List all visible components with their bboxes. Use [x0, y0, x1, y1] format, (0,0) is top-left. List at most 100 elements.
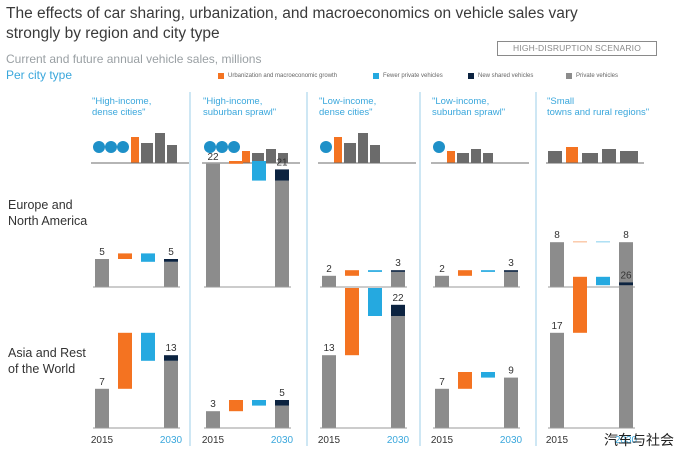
house-icon — [582, 153, 598, 163]
bar-2030-shared — [619, 282, 633, 286]
bar-urbanization — [345, 288, 359, 356]
bar-2015 — [206, 411, 220, 428]
x-label-2015: 2015 — [91, 435, 114, 446]
value-label-2030: 9 — [508, 366, 514, 377]
value-label-2030: 5 — [168, 247, 174, 258]
chart-subtitle: Current and future annual vehicle sales,… — [6, 52, 262, 66]
bar-2030-private — [619, 242, 633, 287]
legend-label: Fewer private vehicles — [383, 73, 443, 79]
city-type-label: "High-income, dense cities" — [92, 96, 151, 118]
value-label-2015: 7 — [439, 377, 445, 388]
watermark: 汽车与社会 — [604, 432, 674, 448]
bar-2030-shared — [164, 355, 178, 361]
building-icon — [155, 133, 165, 163]
house-icon — [602, 149, 616, 163]
bar-urbanization — [458, 270, 472, 276]
per-city-label: Per city type — [6, 68, 73, 82]
building-icon — [370, 145, 380, 163]
legend-label: Urbanization and macroeconomic growth — [228, 73, 338, 79]
bar-2030-private — [164, 261, 178, 287]
bar-2015 — [95, 259, 109, 287]
value-label-2015: 5 — [99, 247, 105, 258]
bar-2030-shared — [164, 259, 178, 262]
bar-fewer-private — [368, 288, 382, 316]
bar-urbanization — [573, 276, 587, 333]
building-icon — [334, 137, 342, 163]
bar-2015 — [206, 163, 220, 287]
legend-item-urbanization: Urbanization and macroeconomic growth — [218, 73, 337, 79]
value-label-2015: 3 — [210, 399, 216, 410]
bar-2030-shared — [275, 400, 289, 406]
building-icon — [483, 153, 493, 163]
building-icon — [471, 149, 481, 163]
bar-fewer-private — [252, 400, 266, 406]
bar-urbanization — [118, 253, 132, 259]
bar-2015 — [435, 388, 449, 428]
x-label-2015: 2015 — [318, 435, 341, 446]
x-label-2030: 2030 — [615, 435, 638, 446]
bar-urbanization — [345, 270, 359, 276]
bar-2030-shared — [504, 270, 518, 272]
city-type-label: "Low-income, suburban sprawl" — [432, 96, 505, 118]
building-icon — [242, 151, 250, 163]
building-icon — [457, 153, 469, 163]
legend-label: New shared vehicles — [478, 73, 534, 79]
bar-2030-private — [391, 316, 405, 428]
legend-item-new-shared: New shared vehicles — [468, 73, 533, 79]
value-label-2030: 26 — [620, 270, 632, 281]
value-label-2030: 22 — [392, 293, 404, 304]
bar-2030-private — [164, 360, 178, 428]
value-label-2030: 5 — [279, 388, 285, 399]
bar-fewer-private — [141, 253, 155, 262]
legend: Urbanization and macroeconomic growth Fe… — [218, 73, 678, 85]
city-type-label: "High-income, suburban sprawl" — [203, 96, 276, 118]
x-label-2030: 2030 — [500, 435, 523, 446]
bar-2015 — [322, 355, 336, 428]
bar-urbanization — [229, 400, 243, 412]
bar-urbanization — [229, 161, 243, 164]
bar-2030-private — [504, 271, 518, 287]
building-icon — [141, 143, 153, 163]
house-icon — [566, 147, 578, 163]
bar-2030-shared — [275, 169, 289, 181]
scenario-badge: HIGH-DISRUPTION SCENARIO — [497, 41, 657, 56]
legend-swatch — [566, 73, 572, 79]
value-label-2015: 22 — [207, 152, 219, 163]
city-type-label: "Low-income, dense cities" — [319, 96, 376, 118]
value-label-2030: 3 — [395, 258, 401, 269]
legend-swatch — [468, 73, 474, 79]
bar-fewer-private — [481, 270, 495, 272]
bar-fewer-private — [141, 332, 155, 361]
bar-2030-shared — [391, 304, 405, 316]
value-label-2015: 7 — [99, 377, 105, 388]
building-icon — [252, 153, 264, 163]
bar-2030-private — [391, 271, 405, 287]
row-label-asia: Asia and Rest of the World — [8, 346, 86, 376]
bar-2015 — [322, 275, 336, 287]
value-label-2015: 2 — [326, 264, 332, 275]
x-label-2015: 2015 — [431, 435, 454, 446]
value-label-2030: 3 — [508, 258, 514, 269]
house-icon — [548, 151, 562, 163]
building-icon — [266, 149, 276, 163]
bar-2030-private — [275, 180, 289, 287]
value-label-2015: 2 — [439, 264, 445, 275]
building-icon — [358, 133, 368, 163]
legend-item-fewer-private: Fewer private vehicles — [373, 73, 443, 79]
bar-urbanization — [118, 332, 132, 389]
bar-2030-shared — [391, 270, 405, 272]
bar-2015 — [95, 388, 109, 428]
bar-2015 — [435, 275, 449, 287]
dollar-coin-icon — [93, 141, 105, 153]
bar-fewer-private — [596, 241, 610, 243]
legend-item-private: Private vehicles — [566, 73, 618, 79]
dollar-coin-icon — [433, 141, 445, 153]
bar-urbanization — [458, 372, 472, 389]
dollar-coin-icon — [105, 141, 117, 153]
bar-fewer-private — [368, 270, 382, 272]
x-label-2030: 2030 — [160, 435, 183, 446]
dollar-coin-icon — [320, 141, 332, 153]
dollar-coin-icon — [204, 141, 216, 153]
bar-2015 — [550, 242, 564, 287]
